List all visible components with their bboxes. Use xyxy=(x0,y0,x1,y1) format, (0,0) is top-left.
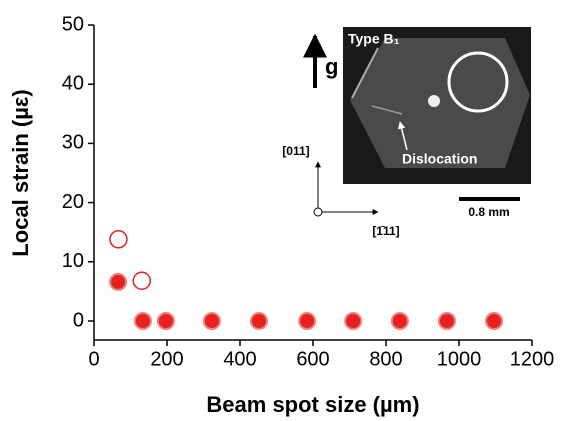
point xyxy=(345,313,361,329)
point xyxy=(135,313,151,329)
x-tick-label: 1200 xyxy=(510,348,555,370)
x-tick-label: 600 xyxy=(296,348,329,370)
point xyxy=(110,231,127,248)
x-tick-label: 1000 xyxy=(437,348,482,370)
g-label: g xyxy=(325,54,338,79)
y-tick-label: 0 xyxy=(73,309,84,331)
y-axis-title: Local strain (µε) xyxy=(8,89,33,256)
inset-feature: Dislocation xyxy=(402,151,477,167)
x-tick-label: 400 xyxy=(223,348,256,370)
point xyxy=(251,313,267,329)
point xyxy=(486,313,502,329)
scale-label: 0.8 mm xyxy=(468,205,509,219)
x-tick-label: 0 xyxy=(88,348,99,370)
crystal-axis-origin xyxy=(314,208,322,216)
inset-image: Type B₁ Dislocation xyxy=(343,27,531,184)
inset-label: Type B₁ xyxy=(348,31,400,47)
y-tick-label: 30 xyxy=(62,132,84,154)
x-axis-title: Beam spot size (µm) xyxy=(206,392,419,417)
axis-up-label: [011] xyxy=(282,144,309,158)
point xyxy=(133,272,150,289)
chart: Type B₁ Dislocation g [011] [1̄11] 0.8 m… xyxy=(0,0,564,421)
point xyxy=(110,274,126,290)
point xyxy=(158,313,174,329)
x-tick-label: 200 xyxy=(150,348,183,370)
axis-right-label: [1̄11] xyxy=(372,224,399,238)
point xyxy=(439,313,455,329)
y-tick-label: 20 xyxy=(62,191,84,213)
y-tick-label: 50 xyxy=(62,13,84,35)
x-tick-label: 800 xyxy=(369,348,402,370)
y-tick-label: 40 xyxy=(62,72,84,94)
y-tick-label: 10 xyxy=(62,250,84,272)
point xyxy=(299,313,315,329)
point xyxy=(204,313,220,329)
point xyxy=(392,313,408,329)
